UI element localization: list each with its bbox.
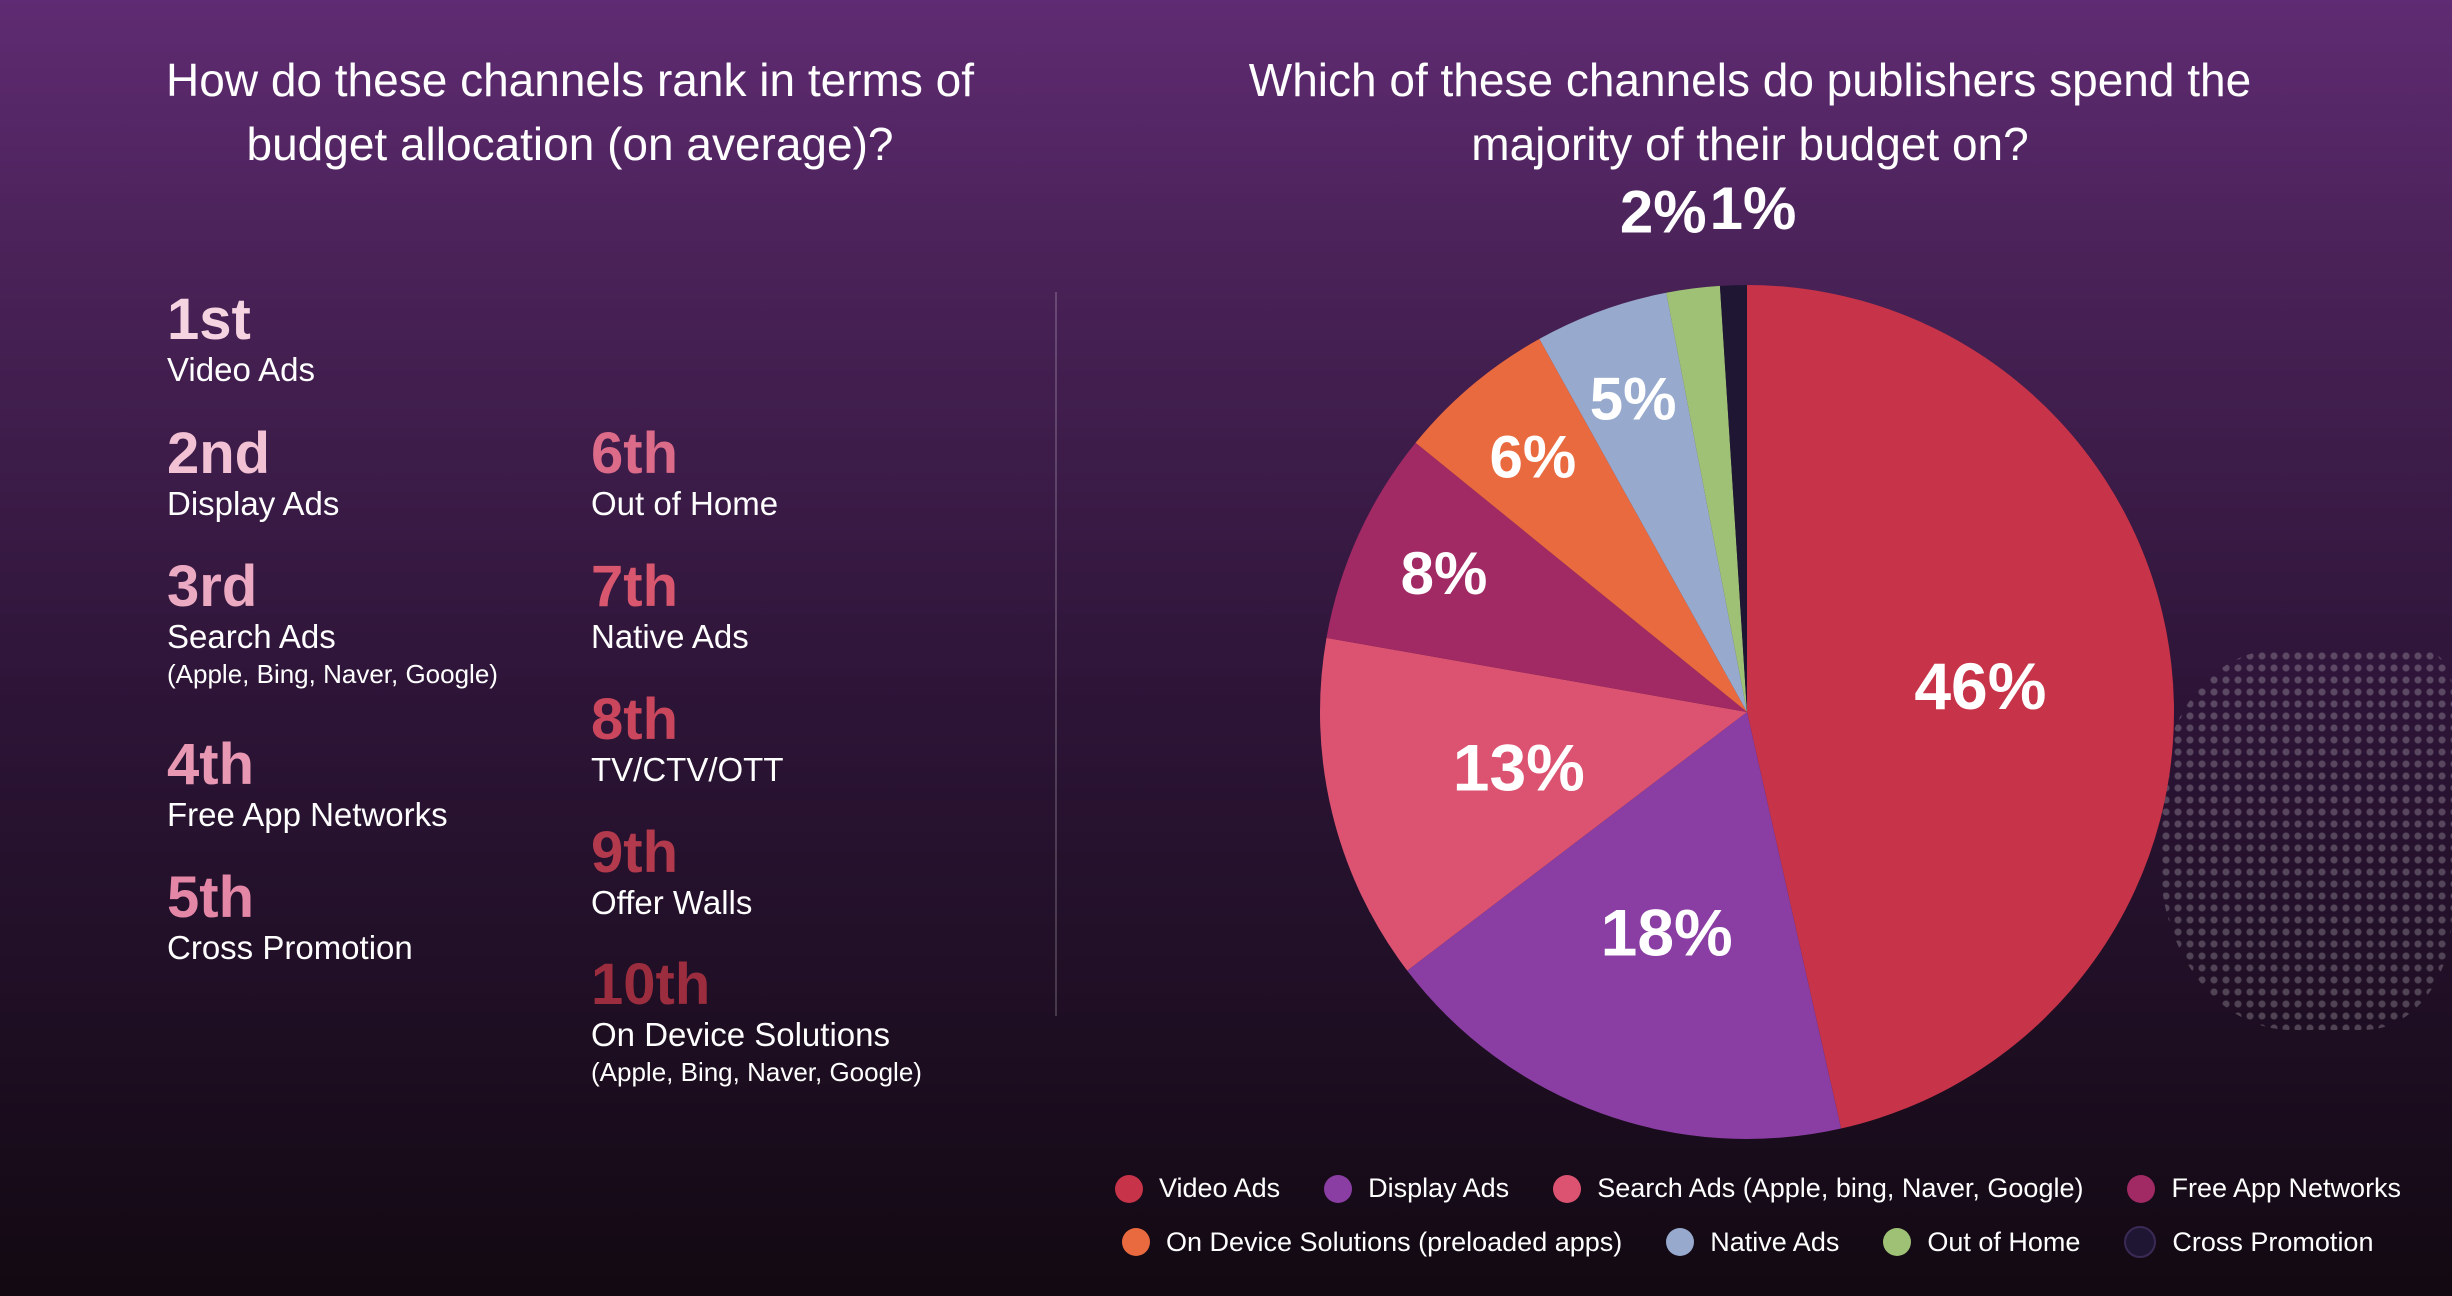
legend-item: Cross Promotion xyxy=(2124,1226,2373,1258)
rank-item: 4th Free App Networks xyxy=(167,735,448,835)
rank-channel-note: (Apple, Bing, Naver, Google) xyxy=(167,659,498,689)
rank-channel-name: Search Ads xyxy=(167,618,336,655)
legend-label: Search Ads (Apple, bing, Naver, Google) xyxy=(1597,1173,2084,1203)
legend-swatch xyxy=(1666,1228,1695,1256)
legend-label: Out of Home xyxy=(1927,1226,2081,1257)
pie-slice xyxy=(1320,637,1747,971)
rank-number: 4th xyxy=(167,732,254,797)
rank-number: 2nd xyxy=(167,421,271,486)
pie-slice xyxy=(1407,712,1842,1140)
legend-item: Native Ads xyxy=(1666,1227,1839,1258)
rank-item: 8th TV/CTV/OTT xyxy=(591,690,784,790)
legend-item: Free App Networks xyxy=(2127,1173,2401,1204)
legend-label: Native Ads xyxy=(1710,1226,1840,1257)
rank-channel-name: Display Ads xyxy=(167,485,340,522)
rank-item: 1st Video Ads xyxy=(167,290,315,390)
left-heading: How do these channels rank in terms of b… xyxy=(166,54,974,170)
legend-row: On Device Solutions (preloaded apps) Nati… xyxy=(1122,1226,2373,1258)
rank-item: 7th Native Ads xyxy=(591,557,749,657)
pie-data-label: 46% xyxy=(1914,649,2046,723)
rank-channel-name: On Device Solutions xyxy=(591,1016,890,1053)
halftone-map-decoration xyxy=(2160,650,2452,1030)
rank-number: 8th xyxy=(591,687,678,752)
divider xyxy=(1055,292,1057,1016)
pie-data-label: 8% xyxy=(1401,540,1488,607)
legend-row: Video Ads Display Ads Search Ads (Apple, b… xyxy=(1115,1173,2401,1204)
legend-swatch xyxy=(1553,1174,1582,1203)
legend-label: On Device Solutions (preloaded apps) xyxy=(1166,1226,1623,1257)
rank-number: 6th xyxy=(591,421,678,486)
rank-number: 9th xyxy=(591,820,678,885)
rank-item: 5th Cross Promotion xyxy=(167,868,413,968)
pie-slice xyxy=(1415,338,1747,712)
rank-number: 1st xyxy=(167,287,251,352)
rank-channel-name: Video Ads xyxy=(167,351,316,388)
legend-label: Video Ads xyxy=(1159,1173,1281,1203)
legend-swatch xyxy=(2124,1226,2157,1258)
legend-swatch xyxy=(1115,1174,1143,1203)
legend-item: Video Ads xyxy=(1115,1173,1280,1204)
pie-data-label: 13% xyxy=(1453,730,1585,804)
rank-channel-note: (Apple, Bing, Naver, Google) xyxy=(591,1057,922,1087)
rank-item: 10th On Device Solutions (Apple, Bing, Nav… xyxy=(591,955,922,1089)
rank-channel-name: Cross Promotion xyxy=(167,929,413,966)
legend-label: Free App Networks xyxy=(2171,1173,2402,1203)
legend-item: Out of Home xyxy=(1883,1227,2080,1258)
pie-slice xyxy=(1666,285,1747,712)
legend-swatch xyxy=(1122,1228,1150,1256)
rank-item: 3rd Search Ads (Apple, Bing, Naver, Google… xyxy=(167,557,498,691)
legend-swatch xyxy=(1883,1228,1912,1256)
pie-data-label: 5% xyxy=(1590,366,1677,433)
pie-slice xyxy=(1719,285,1747,712)
pie-data-label: 6% xyxy=(1490,423,1577,490)
rank-number: 10th xyxy=(591,952,711,1017)
rank-number: 3rd xyxy=(167,554,258,619)
rank-channel-name: Offer Walls xyxy=(591,884,753,921)
rank-channel-name: TV/CTV/OTT xyxy=(591,751,784,788)
rank-channel-name: Out of Home xyxy=(591,485,779,522)
legend-label: Display Ads xyxy=(1368,1173,1510,1203)
rank-number: 7th xyxy=(591,554,678,619)
chart-title: Which of these channels do publishers sp… xyxy=(1248,54,2252,170)
pie-slice xyxy=(1747,285,2175,1129)
rank-item: 6th Out of Home xyxy=(591,424,778,524)
legend-item: On Device Solutions (preloaded apps) xyxy=(1122,1227,1622,1258)
rank-item: 9th Offer Walls xyxy=(591,823,752,923)
rank-number: 5th xyxy=(167,865,254,930)
pie-data-label: 2% xyxy=(1620,179,1707,246)
legend-label: Cross Promotion xyxy=(2172,1226,2374,1257)
rank-channel-name: Free App Networks xyxy=(167,796,448,833)
pie-slice xyxy=(1539,292,1747,712)
pie-data-label: 1% xyxy=(1710,175,1797,242)
pie-slice xyxy=(1326,442,1747,712)
pie-data-label: 18% xyxy=(1601,896,1733,970)
rank-item: 2nd Display Ads xyxy=(167,424,339,524)
legend-item: Display Ads xyxy=(1324,1173,1509,1204)
legend-swatch xyxy=(1324,1174,1353,1203)
rank-channel-name: Native Ads xyxy=(591,618,749,655)
legend-swatch xyxy=(2127,1174,2156,1203)
legend-item: Search Ads (Apple, bing, Naver, Google) xyxy=(1553,1173,2083,1204)
